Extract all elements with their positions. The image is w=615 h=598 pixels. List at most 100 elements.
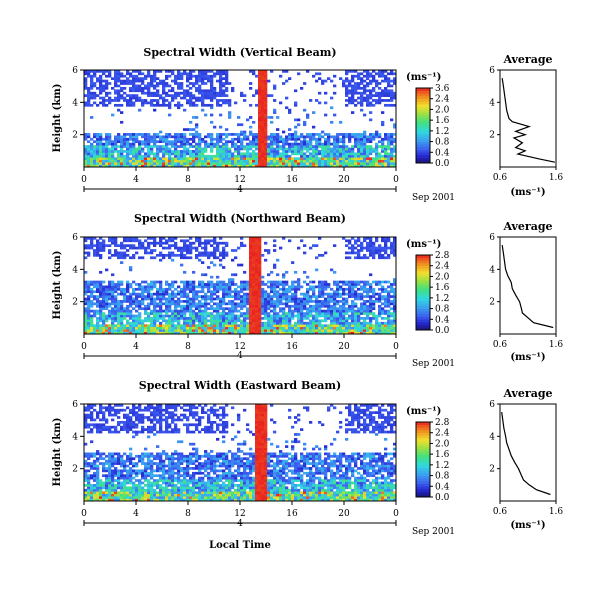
heatmap-cell [258,237,262,240]
heatmap-cell [207,295,211,298]
heatmap-cell [186,321,190,325]
heatmap-cell [321,283,325,286]
colorbar-frame [415,87,431,164]
heatmap-cell [276,162,280,165]
heatmap-cell [180,154,184,158]
heatmap-cell [138,147,142,151]
heatmap-cell [360,287,364,291]
heatmap-cell [99,404,103,407]
heatmap-cell [321,324,325,328]
panel-eastward-beam: Spectral Width (Eastward Beam) 0 4 8 12 16 20… [52,379,563,551]
heatmap-cell [333,84,337,88]
heatmap-cell [345,99,349,102]
heatmap-cell [108,314,112,318]
heatmap-cell [126,280,130,284]
heatmap-cell [165,326,169,330]
heatmap-cell [306,116,310,119]
heatmap-cell [135,162,139,165]
heatmap-cell [153,74,157,78]
heatmap-cell [135,159,139,163]
heatmap-cell [108,302,112,306]
colorbar-swatch [416,289,430,293]
heatmap-cell [384,321,388,325]
heatmap-cell [303,152,307,156]
heatmap-cell [381,253,385,257]
heatmap-cell [129,283,133,286]
heatmap-cell [141,79,145,83]
heatmap-cell [360,307,364,311]
heatmap-cell [117,479,121,482]
heatmap-cell [258,300,262,303]
heatmap-cell [108,142,112,146]
heatmap-cell [153,157,157,161]
heatmap-cell [366,72,370,76]
heatmap-cell [84,454,88,458]
heatmap-cell [336,309,340,313]
heatmap-cell [300,164,304,168]
heatmap-cell [168,89,172,93]
heatmap-cell [159,253,163,257]
heatmap-cell [84,317,88,320]
heatmap-cell [306,147,310,151]
heatmap-cell [141,154,145,158]
heatmap-cell [120,152,124,156]
heatmap-cell [210,99,214,102]
heatmap-cell [261,125,265,129]
heatmap-cell [198,244,202,247]
heatmap-cell [192,317,196,320]
heatmap-cell [285,157,289,161]
heatmap-cell [117,474,121,478]
heatmap-cell [123,307,127,311]
heatmap-cell [171,70,175,73]
heatmap-cell [309,314,313,318]
heatmap-cell [135,287,139,291]
heatmap-cell [252,321,256,325]
heatmap-cell [360,324,364,328]
heatmap-cell [279,152,283,156]
heatmap-cell [240,152,244,156]
heatmap-cell [234,283,238,286]
heatmap-cell [255,256,259,260]
heatmap-cell [141,91,145,95]
heatmap-cell [180,152,184,156]
heatmap-cell [354,74,358,78]
heatmap-cell [171,152,175,156]
heatmap-cell [186,128,190,131]
heatmap-cell [105,481,109,485]
heatmap-cell [189,287,193,291]
heatmap-cell [192,128,196,131]
heatmap-cell [165,147,169,151]
heatmap-cell [180,77,184,80]
heatmap-cell [372,331,376,335]
heatmap-cell [126,295,130,298]
heatmap-cell [159,258,163,262]
date-label: Sep 2001 [412,193,455,203]
heatmap-cell [369,147,373,151]
heatmap-cell [150,140,154,144]
heatmap-cell [117,287,121,291]
heatmap-cell [135,317,139,320]
heatmap-cell [126,324,130,328]
heatmap-cell [147,159,151,163]
heatmap-cell [354,319,358,323]
heatmap-cell [102,411,106,414]
colorbar-swatch [416,276,430,280]
heatmap-cell [90,287,94,291]
heatmap-cell [339,319,343,323]
heatmap-cell [108,251,112,255]
heatmap-cell [135,292,139,296]
heatmap-cell [381,164,385,168]
heatmap-cell [126,297,130,301]
heatmap-cell [195,307,199,311]
heatmap-cell [153,331,157,335]
heatmap-cell [123,82,127,85]
heatmap-cell [309,164,313,168]
heatmap-cell [183,145,187,148]
heatmap-cell [360,137,364,141]
heatmap-cell [318,91,322,95]
heatmap-cell [363,326,367,330]
heatmap-cell [204,329,208,332]
heatmap-cell [222,329,226,332]
heatmap-cell [129,324,133,328]
heatmap-cell [249,304,253,308]
